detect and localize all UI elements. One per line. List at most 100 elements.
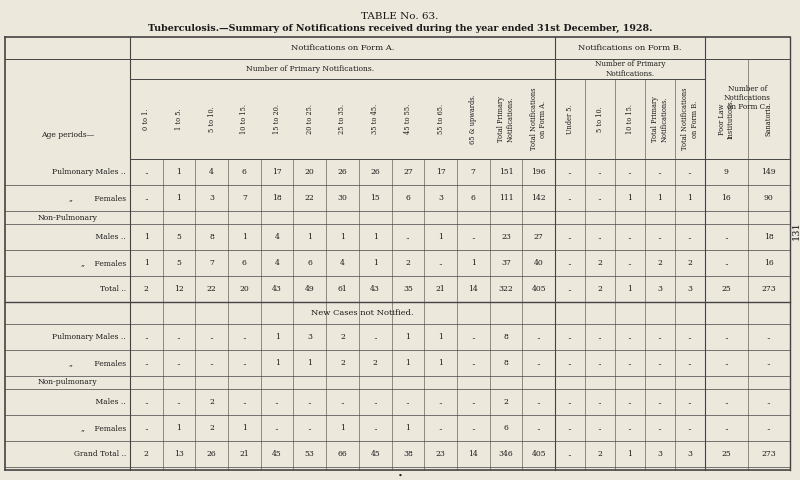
Text: ..: .. xyxy=(724,259,729,267)
Text: ..: .. xyxy=(438,424,443,432)
Text: Males ..: Males .. xyxy=(86,233,126,241)
Text: 6: 6 xyxy=(406,194,410,202)
Text: 3: 3 xyxy=(210,194,214,202)
Text: 35: 35 xyxy=(403,285,413,293)
Text: ..: .. xyxy=(471,359,476,367)
Text: ..: .. xyxy=(568,259,572,267)
Text: ..: .. xyxy=(766,398,771,406)
Text: 7: 7 xyxy=(210,259,214,267)
Text: ..: .. xyxy=(144,194,149,202)
Text: ..: .. xyxy=(658,424,662,432)
Text: ..: .. xyxy=(628,333,632,341)
Text: 23: 23 xyxy=(501,233,511,241)
Text: 27: 27 xyxy=(534,233,543,241)
Text: 26: 26 xyxy=(207,450,217,458)
Text: Total Notifications
on Form B.: Total Notifications on Form B. xyxy=(682,88,698,150)
Text: 20: 20 xyxy=(305,168,314,176)
Text: 6: 6 xyxy=(242,168,247,176)
Text: 45: 45 xyxy=(370,450,380,458)
Text: ..: .. xyxy=(766,424,771,432)
Text: 35 to 45.: 35 to 45. xyxy=(371,104,379,134)
Text: ..: .. xyxy=(688,333,692,341)
Text: ..: .. xyxy=(598,398,602,406)
Text: 1: 1 xyxy=(406,359,410,367)
Text: ..: .. xyxy=(438,398,443,406)
Text: 15: 15 xyxy=(370,194,380,202)
Text: ..: .. xyxy=(568,333,572,341)
Text: Non-pulmonary: Non-pulmonary xyxy=(38,379,98,386)
Text: 3: 3 xyxy=(438,194,443,202)
Text: ..: .. xyxy=(688,424,692,432)
Text: ..: .. xyxy=(598,168,602,176)
Text: 5: 5 xyxy=(177,233,182,241)
Text: 1: 1 xyxy=(406,333,410,341)
Text: Total Primary
Notifications.: Total Primary Notifications. xyxy=(651,96,669,142)
Text: ..: .. xyxy=(724,424,729,432)
Text: 1: 1 xyxy=(274,359,279,367)
Text: 1: 1 xyxy=(373,233,378,241)
Text: 22: 22 xyxy=(207,285,217,293)
Text: 14: 14 xyxy=(468,450,478,458)
Text: 2: 2 xyxy=(406,259,410,267)
Text: ..: .. xyxy=(688,168,692,176)
Text: 65 & upwards.: 65 & upwards. xyxy=(470,94,478,144)
Text: 3: 3 xyxy=(307,333,312,341)
Text: 0 to 1.: 0 to 1. xyxy=(142,108,150,130)
Text: 18: 18 xyxy=(764,233,774,241)
Text: ..: .. xyxy=(536,359,541,367)
Text: Tuberculosis.—Summary of Notifications received during the year ended 31st Decem: Tuberculosis.—Summary of Notifications r… xyxy=(148,24,652,33)
Text: 111: 111 xyxy=(498,194,514,202)
Text: ..: .. xyxy=(766,359,771,367)
Text: 1: 1 xyxy=(340,424,345,432)
Text: ..: .. xyxy=(373,333,378,341)
Text: ..: .. xyxy=(568,285,572,293)
Text: 2: 2 xyxy=(210,424,214,432)
Text: ..: .. xyxy=(628,168,632,176)
Text: Non-Pulmonary: Non-Pulmonary xyxy=(38,214,98,221)
Text: 21: 21 xyxy=(239,450,250,458)
Text: 1: 1 xyxy=(242,233,247,241)
Text: ..: .. xyxy=(471,398,476,406)
Text: ..: .. xyxy=(568,398,572,406)
Text: 5: 5 xyxy=(177,259,182,267)
Text: ..: .. xyxy=(598,233,602,241)
Text: 9: 9 xyxy=(724,168,729,176)
Text: 1: 1 xyxy=(274,333,279,341)
Text: Notifications on Form A.: Notifications on Form A. xyxy=(291,44,394,52)
Text: 196: 196 xyxy=(531,168,546,176)
Text: 5 to 10.: 5 to 10. xyxy=(208,106,216,132)
Text: ..: .. xyxy=(340,398,345,406)
Text: „    Females: „ Females xyxy=(81,424,126,432)
Text: 5 to 10.: 5 to 10. xyxy=(596,106,604,132)
Text: 1: 1 xyxy=(627,450,633,458)
Text: ..: .. xyxy=(568,424,572,432)
Text: Males ..: Males .. xyxy=(86,398,126,406)
Text: ..: .. xyxy=(242,333,246,341)
Text: 40: 40 xyxy=(534,259,543,267)
Text: 22: 22 xyxy=(305,194,314,202)
Text: ..: .. xyxy=(598,333,602,341)
Text: 17: 17 xyxy=(272,168,282,176)
Text: ..: .. xyxy=(628,398,632,406)
Text: Total Notifications
on Form A.: Total Notifications on Form A. xyxy=(530,88,547,150)
Text: ..: .. xyxy=(536,333,541,341)
Text: 30: 30 xyxy=(338,194,347,202)
Text: ..: .. xyxy=(724,333,729,341)
Text: ..: .. xyxy=(628,233,632,241)
Text: 322: 322 xyxy=(498,285,514,293)
Text: 8: 8 xyxy=(210,233,214,241)
Text: Number of Primary
Notifications.: Number of Primary Notifications. xyxy=(594,60,666,78)
Text: ..: .. xyxy=(628,424,632,432)
Text: 273: 273 xyxy=(762,450,776,458)
Text: ..: .. xyxy=(658,333,662,341)
Text: „         Females: „ Females xyxy=(69,359,126,367)
Text: 2: 2 xyxy=(144,450,149,458)
Text: ..: .. xyxy=(658,168,662,176)
Text: 90: 90 xyxy=(764,194,774,202)
Text: ..: .. xyxy=(471,233,476,241)
Text: 1: 1 xyxy=(307,233,312,241)
Text: Grand Total ..: Grand Total .. xyxy=(74,450,126,458)
Text: 25: 25 xyxy=(722,450,731,458)
Text: 6: 6 xyxy=(503,424,508,432)
Text: 25: 25 xyxy=(722,285,731,293)
